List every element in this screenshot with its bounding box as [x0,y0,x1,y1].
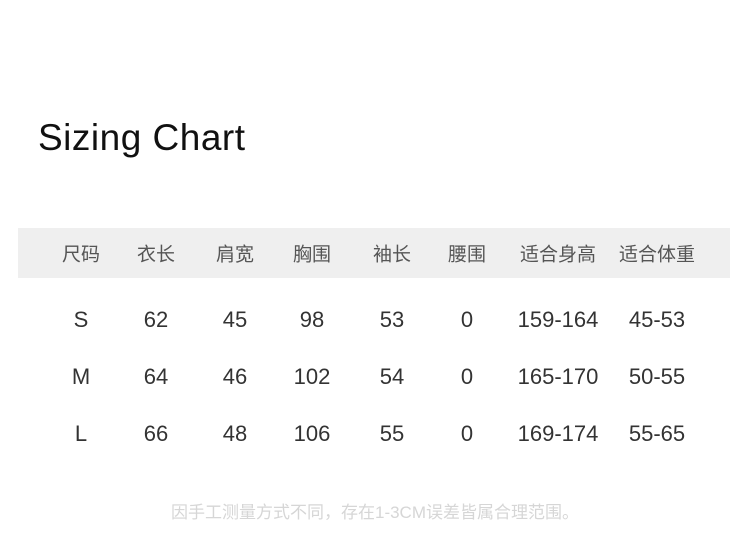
table-cell: 45-53 [628,306,686,332]
table-cell: 55 [379,420,405,446]
table-cell: 62 [143,306,169,332]
header-cell-fit-weight: 适合体重 [618,244,696,266]
table-cell: 50-55 [628,363,686,389]
table-cell: 106 [293,420,331,446]
table-cell: 45 [222,306,248,332]
table-cell: 102 [293,363,331,389]
table-cell: M [71,363,91,389]
size-row-m: M 64 46 102 54 0 165-170 50-55 [18,348,730,405]
table-cell: 54 [379,363,405,389]
measurement-tolerance-note: 因手工测量方式不同，存在1-3CM误差皆属合理范围。 [170,503,579,522]
table-cell: 48 [222,420,248,446]
header-cell-garment-length: 衣长 [136,244,176,266]
size-table: 尺码 衣长 肩宽 胸围 袖长 腰围 适合身高 适合体重 S 62 45 98 5… [18,228,730,462]
table-cell: L [74,420,88,446]
table-cell: 64 [143,363,169,389]
table-cell: 169-174 [517,420,599,446]
table-cell: 66 [143,420,169,446]
header-cell-fit-height: 适合身高 [519,244,597,266]
table-cell: 55-65 [628,420,686,446]
table-cell: 165-170 [517,363,599,389]
table-cell: 46 [222,363,248,389]
header-cell-size: 尺码 [61,244,101,266]
table-cell: 0 [460,363,474,389]
table-cell: 0 [460,306,474,332]
header-cell-bust: 胸围 [292,244,332,266]
size-row-s: S 62 45 98 53 0 159-164 45-53 [18,291,730,348]
table-cell: 159-164 [517,306,599,332]
table-cell: 53 [379,306,405,332]
table-cell: 0 [460,420,474,446]
size-table-header-row: 尺码 衣长 肩宽 胸围 袖长 腰围 适合身高 适合体重 [18,228,730,278]
table-cell: 98 [299,306,325,332]
header-cell-waist: 腰围 [447,244,487,266]
table-cell: S [73,306,89,332]
header-cell-shoulder-width: 肩宽 [215,244,255,266]
size-row-l: L 66 48 106 55 0 169-174 55-65 [18,405,730,462]
header-cell-sleeve-length: 袖长 [372,244,412,266]
page-title: Sizing Chart [38,117,246,158]
